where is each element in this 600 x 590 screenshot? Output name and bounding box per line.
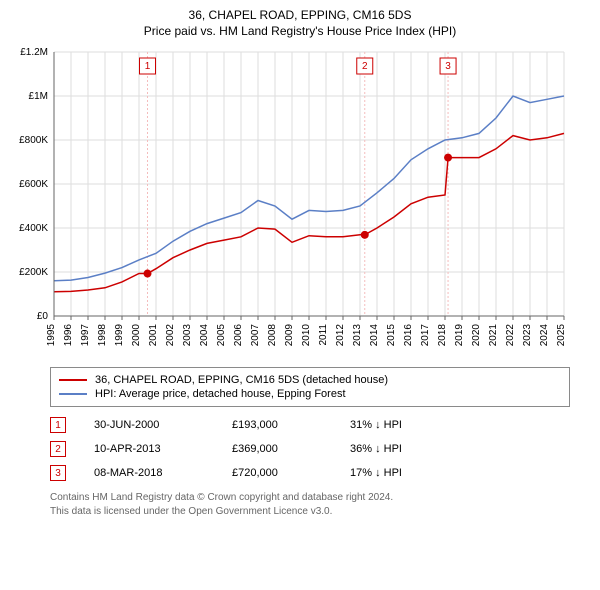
svg-text:2022: 2022 bbox=[505, 324, 516, 347]
svg-text:£200K: £200K bbox=[19, 267, 48, 278]
svg-text:2009: 2009 bbox=[284, 324, 295, 347]
marker-row-2: 2 10-APR-2013 £369,000 36% ↓ HPI bbox=[50, 437, 570, 461]
svg-text:£1.2M: £1.2M bbox=[20, 47, 48, 58]
marker-badge-3: 3 bbox=[50, 465, 66, 481]
svg-text:1999: 1999 bbox=[114, 324, 125, 347]
svg-text:£1M: £1M bbox=[29, 91, 48, 102]
svg-text:2007: 2007 bbox=[250, 324, 261, 347]
svg-text:£400K: £400K bbox=[19, 223, 48, 234]
svg-text:£0: £0 bbox=[37, 311, 49, 322]
svg-text:2012: 2012 bbox=[335, 324, 346, 347]
svg-text:2005: 2005 bbox=[216, 324, 227, 347]
svg-text:2019: 2019 bbox=[454, 324, 465, 347]
svg-text:2023: 2023 bbox=[522, 324, 533, 347]
marker-badge-2: 2 bbox=[50, 441, 66, 457]
legend-item-hpi: HPI: Average price, detached house, Eppi… bbox=[59, 388, 561, 400]
legend-swatch-hpi bbox=[59, 393, 87, 395]
marker-price-2: £369,000 bbox=[232, 443, 322, 455]
svg-text:2016: 2016 bbox=[403, 324, 414, 347]
footer-attribution: Contains HM Land Registry data © Crown c… bbox=[50, 491, 570, 518]
svg-text:£600K: £600K bbox=[19, 179, 48, 190]
page-container: 36, CHAPEL ROAD, EPPING, CM16 5DS Price … bbox=[0, 0, 600, 590]
svg-text:2000: 2000 bbox=[131, 324, 142, 347]
svg-text:1996: 1996 bbox=[63, 324, 74, 347]
chart-area: £0 £200K £400K £600K £800K £1M £1.2M 1995 1996 19… bbox=[10, 46, 590, 359]
svg-text:2002: 2002 bbox=[165, 324, 176, 347]
svg-text:2003: 2003 bbox=[182, 324, 193, 347]
svg-text:2010: 2010 bbox=[301, 324, 312, 347]
svg-text:2018: 2018 bbox=[437, 324, 448, 347]
svg-text:1998: 1998 bbox=[97, 324, 108, 347]
svg-text:3: 3 bbox=[445, 61, 451, 72]
chart-subtitle: Price paid vs. HM Land Registry's House … bbox=[10, 24, 590, 38]
marker-table: 1 30-JUN-2000 £193,000 31% ↓ HPI 2 10-AP… bbox=[50, 413, 570, 485]
legend-swatch-property bbox=[59, 379, 87, 381]
svg-text:2011: 2011 bbox=[318, 324, 329, 346]
marker-date-1: 30-JUN-2000 bbox=[94, 419, 204, 431]
footer-line-1: Contains HM Land Registry data © Crown c… bbox=[50, 491, 570, 505]
svg-text:2017: 2017 bbox=[420, 324, 431, 347]
svg-text:2015: 2015 bbox=[386, 324, 397, 347]
svg-text:2013: 2013 bbox=[352, 324, 363, 347]
footer-line-2: This data is licensed under the Open Gov… bbox=[50, 505, 570, 519]
svg-text:2014: 2014 bbox=[369, 324, 380, 347]
svg-text:2008: 2008 bbox=[267, 324, 278, 347]
marker-price-1: £193,000 bbox=[232, 419, 322, 431]
chart-title: 36, CHAPEL ROAD, EPPING, CM16 5DS bbox=[10, 8, 590, 22]
svg-text:2: 2 bbox=[362, 61, 368, 72]
legend-label-hpi: HPI: Average price, detached house, Eppi… bbox=[95, 388, 346, 400]
svg-text:2025: 2025 bbox=[556, 324, 567, 347]
svg-text:1995: 1995 bbox=[46, 324, 57, 347]
svg-text:2021: 2021 bbox=[488, 324, 499, 347]
legend-box: 36, CHAPEL ROAD, EPPING, CM16 5DS (detac… bbox=[50, 367, 570, 407]
marker-badge-1: 1 bbox=[50, 417, 66, 433]
legend-item-property: 36, CHAPEL ROAD, EPPING, CM16 5DS (detac… bbox=[59, 374, 561, 386]
marker-row-1: 1 30-JUN-2000 £193,000 31% ↓ HPI bbox=[50, 413, 570, 437]
marker-date-2: 10-APR-2013 bbox=[94, 443, 204, 455]
marker-pct-2: 36% ↓ HPI bbox=[350, 443, 440, 455]
svg-text:2020: 2020 bbox=[471, 324, 482, 347]
svg-text:1: 1 bbox=[145, 61, 151, 72]
svg-text:2004: 2004 bbox=[199, 324, 210, 347]
svg-text:2001: 2001 bbox=[148, 324, 159, 347]
svg-text:£800K: £800K bbox=[19, 135, 48, 146]
marker-date-3: 08-MAR-2018 bbox=[94, 467, 204, 479]
marker-pct-1: 31% ↓ HPI bbox=[350, 419, 440, 431]
svg-text:2024: 2024 bbox=[539, 324, 550, 347]
chart-svg: £0 £200K £400K £600K £800K £1M £1.2M 1995 1996 19… bbox=[10, 46, 570, 356]
marker-pct-3: 17% ↓ HPI bbox=[350, 467, 440, 479]
svg-text:1997: 1997 bbox=[80, 324, 91, 347]
marker-row-3: 3 08-MAR-2018 £720,000 17% ↓ HPI bbox=[50, 461, 570, 485]
legend-label-property: 36, CHAPEL ROAD, EPPING, CM16 5DS (detac… bbox=[95, 374, 388, 386]
marker-price-3: £720,000 bbox=[232, 467, 322, 479]
svg-text:2006: 2006 bbox=[233, 324, 244, 347]
